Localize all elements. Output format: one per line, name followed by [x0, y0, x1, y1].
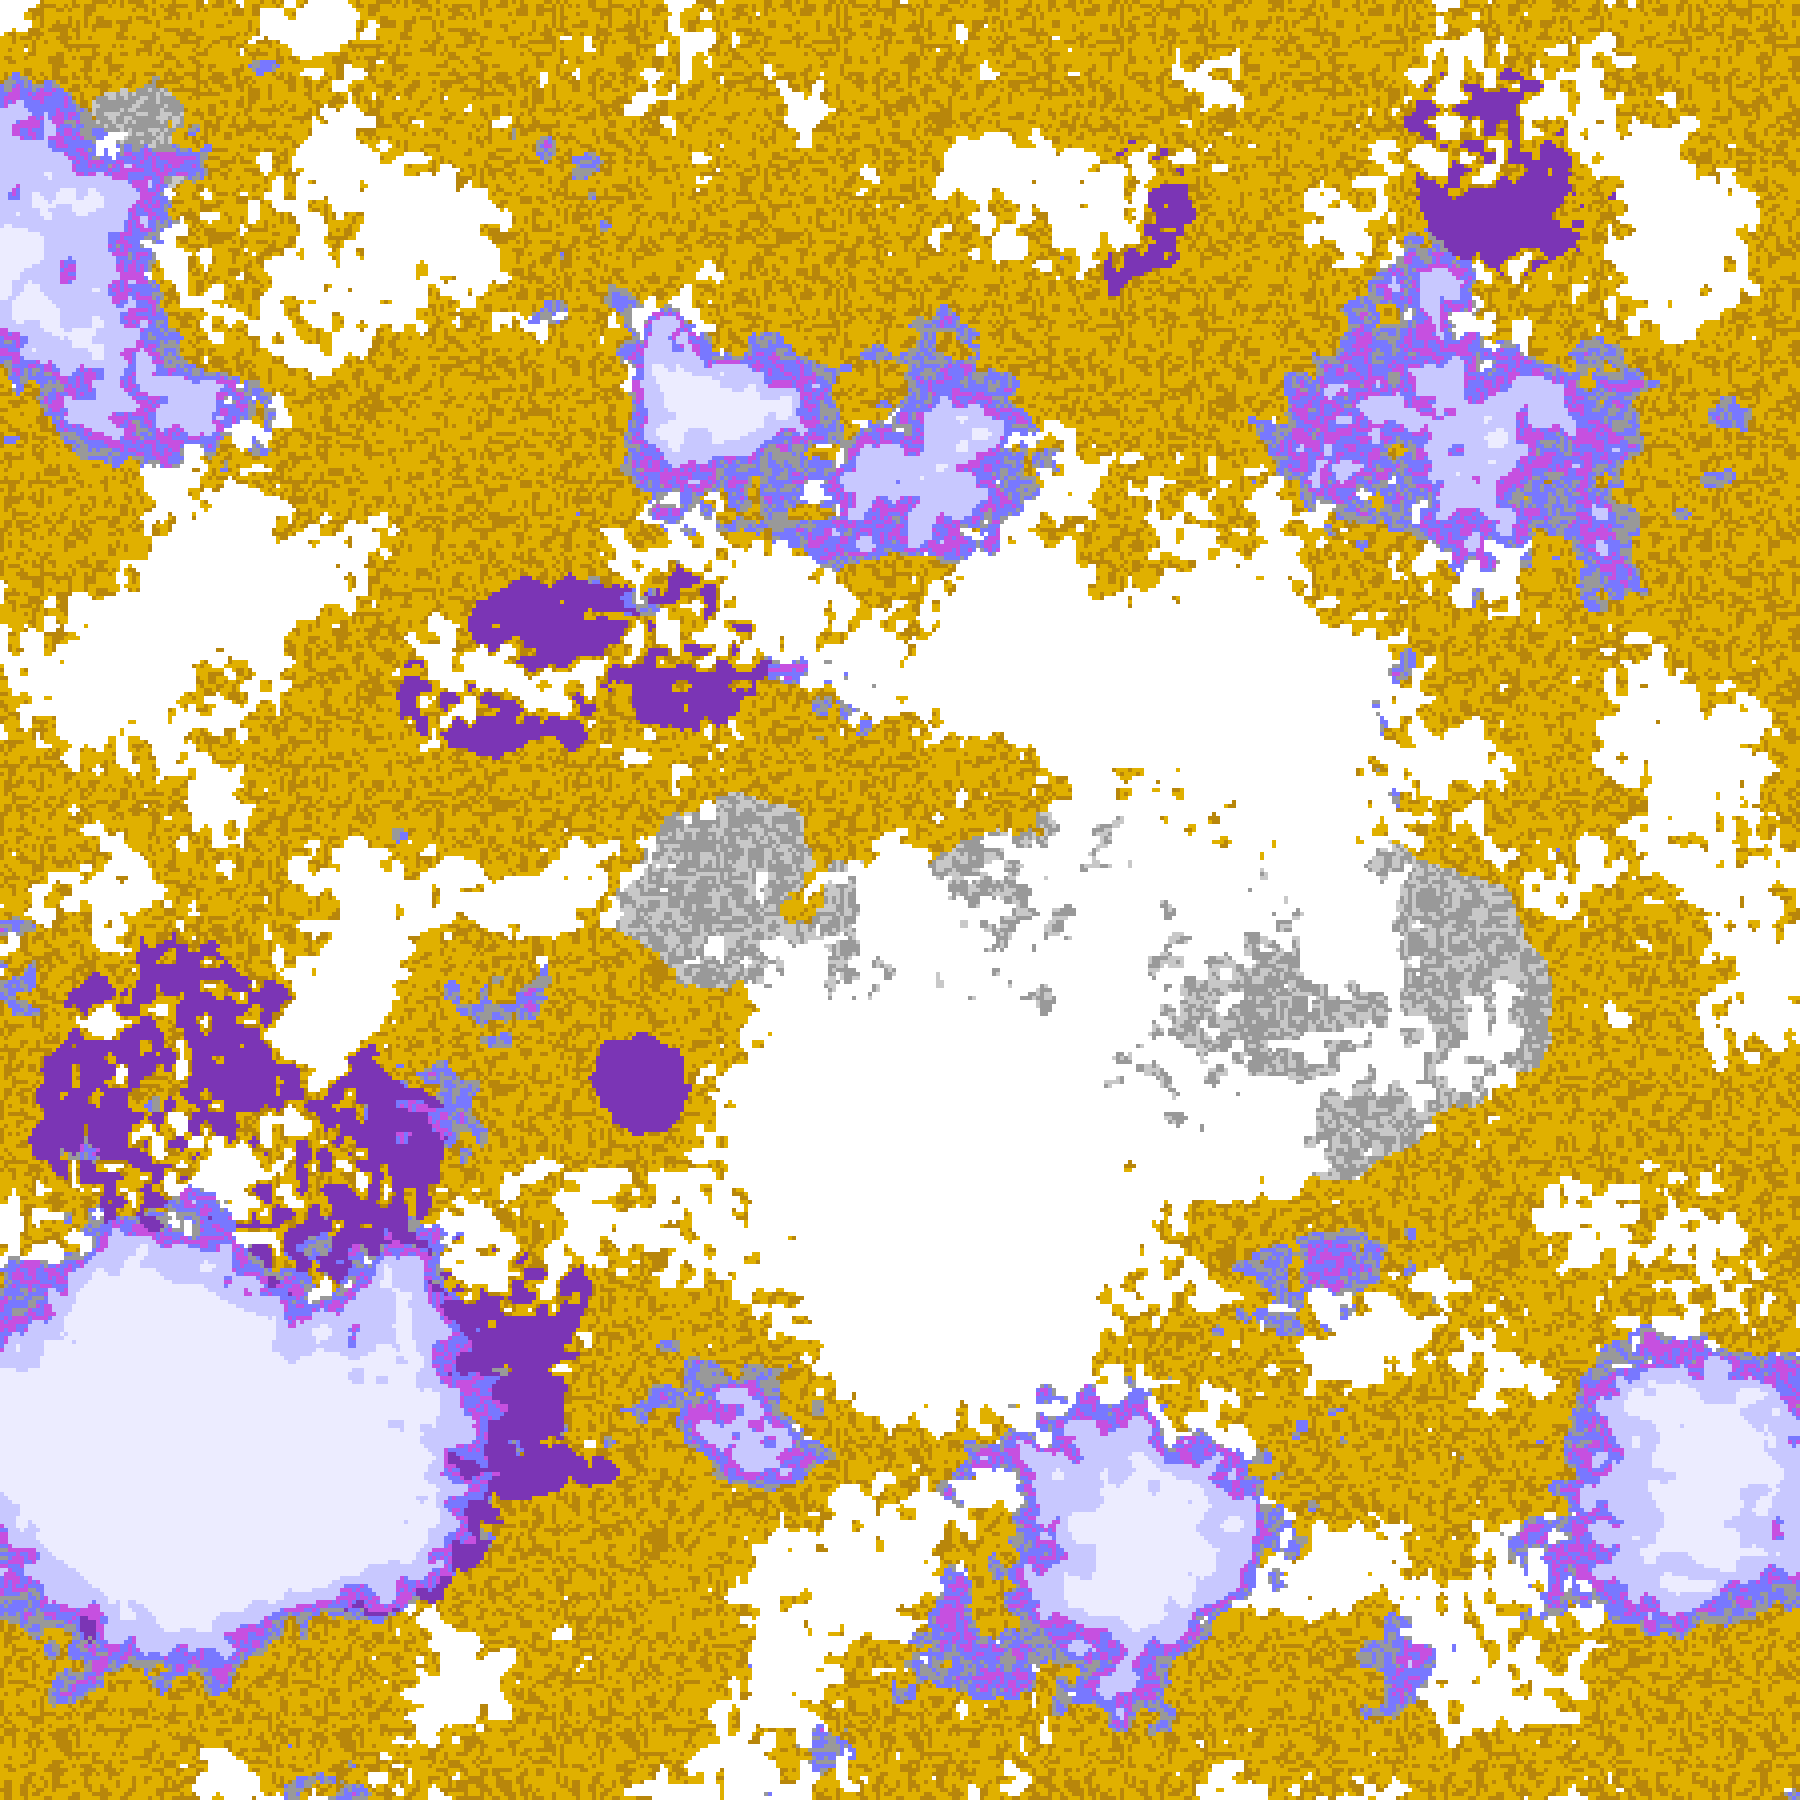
- cloud-classification-map: [0, 0, 1800, 1800]
